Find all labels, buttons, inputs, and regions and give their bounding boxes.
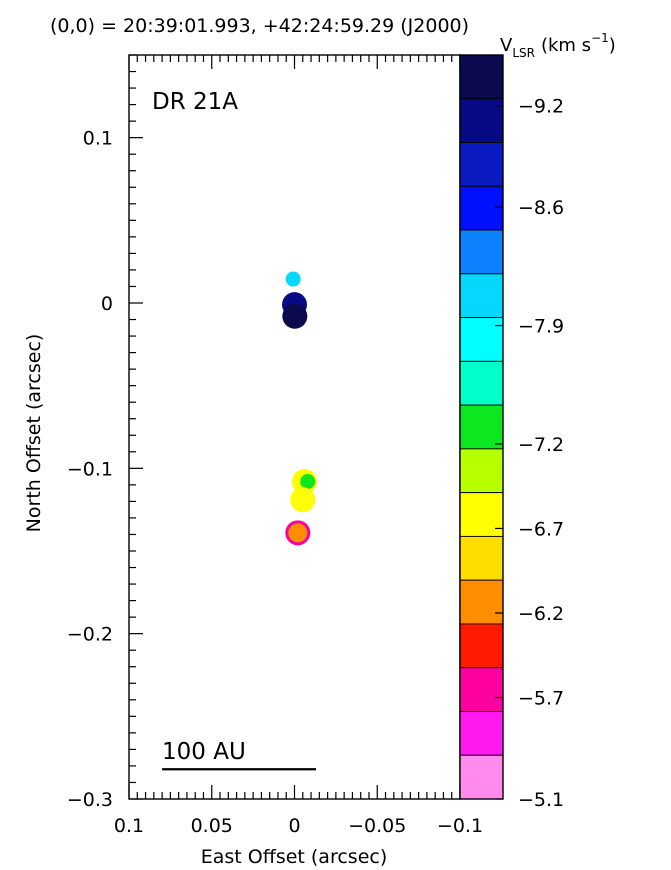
colorbar [459,54,504,800]
maser-spot [290,487,316,513]
colorbar-swatch [459,535,504,581]
x-axis-label: East Offset (arcsec) [201,846,388,868]
colorbar-swatch [459,711,504,756]
x-axis: 0.1 0.05 0 −0.05 −0.1 [114,55,483,837]
colorbar-swatch [459,404,504,450]
colorbar-swatch [459,492,504,537]
colorbar-swatch [459,54,504,100]
maser-spot [300,474,316,490]
y-tick-label: 0.1 [83,128,113,150]
colorbar-swatch [459,754,504,800]
x-tick-label: −0.05 [348,815,406,837]
colorbar-tick-label: −7.2 [518,434,564,456]
colorbar-title-close: ) [609,35,616,56]
y-tick-label: −0.2 [67,624,113,646]
y-tick-label: −0.3 [67,789,113,811]
colorbar-swatch [459,360,504,406]
panel-label: DR 21A [152,89,238,115]
colorbar-title-v: V [500,35,513,56]
colorbar-frame [459,54,504,800]
colorbar-swatch [459,623,504,669]
colorbar-tick-label: −7.9 [518,316,564,338]
colorbar-tick-label: −5.7 [518,688,564,710]
colorbar-swatch [459,579,504,625]
y-axis-label: North Offset (arcsec) [23,334,45,533]
maser-spot [288,523,308,543]
scale-bar: 100 AU [162,739,317,771]
x-tick-label: 0 [288,815,300,837]
x-tick-label: 0.1 [114,815,144,837]
colorbar-tick-label: −9.2 [518,96,564,118]
colorbar-tick-label: −6.7 [518,518,564,540]
x-tick-label: −0.1 [437,815,483,837]
chart-title: (0,0) = 20:39:01.993, +42:24:59.29 (J200… [50,15,469,37]
colorbar-swatch [459,185,504,231]
colorbar-swatch [459,273,504,319]
x-tick-label: 0.05 [191,815,233,837]
y-tick-label: 0 [101,293,113,315]
colorbar-swatch [459,142,504,187]
y-tick-label: −0.1 [67,458,113,480]
plot-frame [128,54,461,800]
maser-spot [282,303,308,329]
maser-spot [285,271,301,287]
colorbar-tick-label: −5.1 [518,789,564,811]
y-axis: 0.1 0 −0.1 −0.2 −0.3 [67,54,143,811]
colorbar-swatch [459,229,504,275]
colorbar-title: VLSR (km s−1) [500,31,616,60]
colorbar-tick-label: −6.2 [518,603,564,625]
colorbar-ticks: −9.2 −8.6 −7.9 −7.2 −6.7 −6.2 −5.7 −5.1 [495,96,564,811]
colorbar-title-exp: −1 [591,31,609,45]
colorbar-tick-label: −8.6 [518,197,564,219]
scale-bar-label: 100 AU [162,739,246,765]
colorbar-swatch [459,317,504,362]
colorbar-title-unit: (km s [541,35,591,56]
colorbar-swatch [459,448,504,494]
colorbar-swatch [459,667,504,712]
colorbar-title-sub: LSR [512,46,535,60]
plot-area [282,271,317,546]
